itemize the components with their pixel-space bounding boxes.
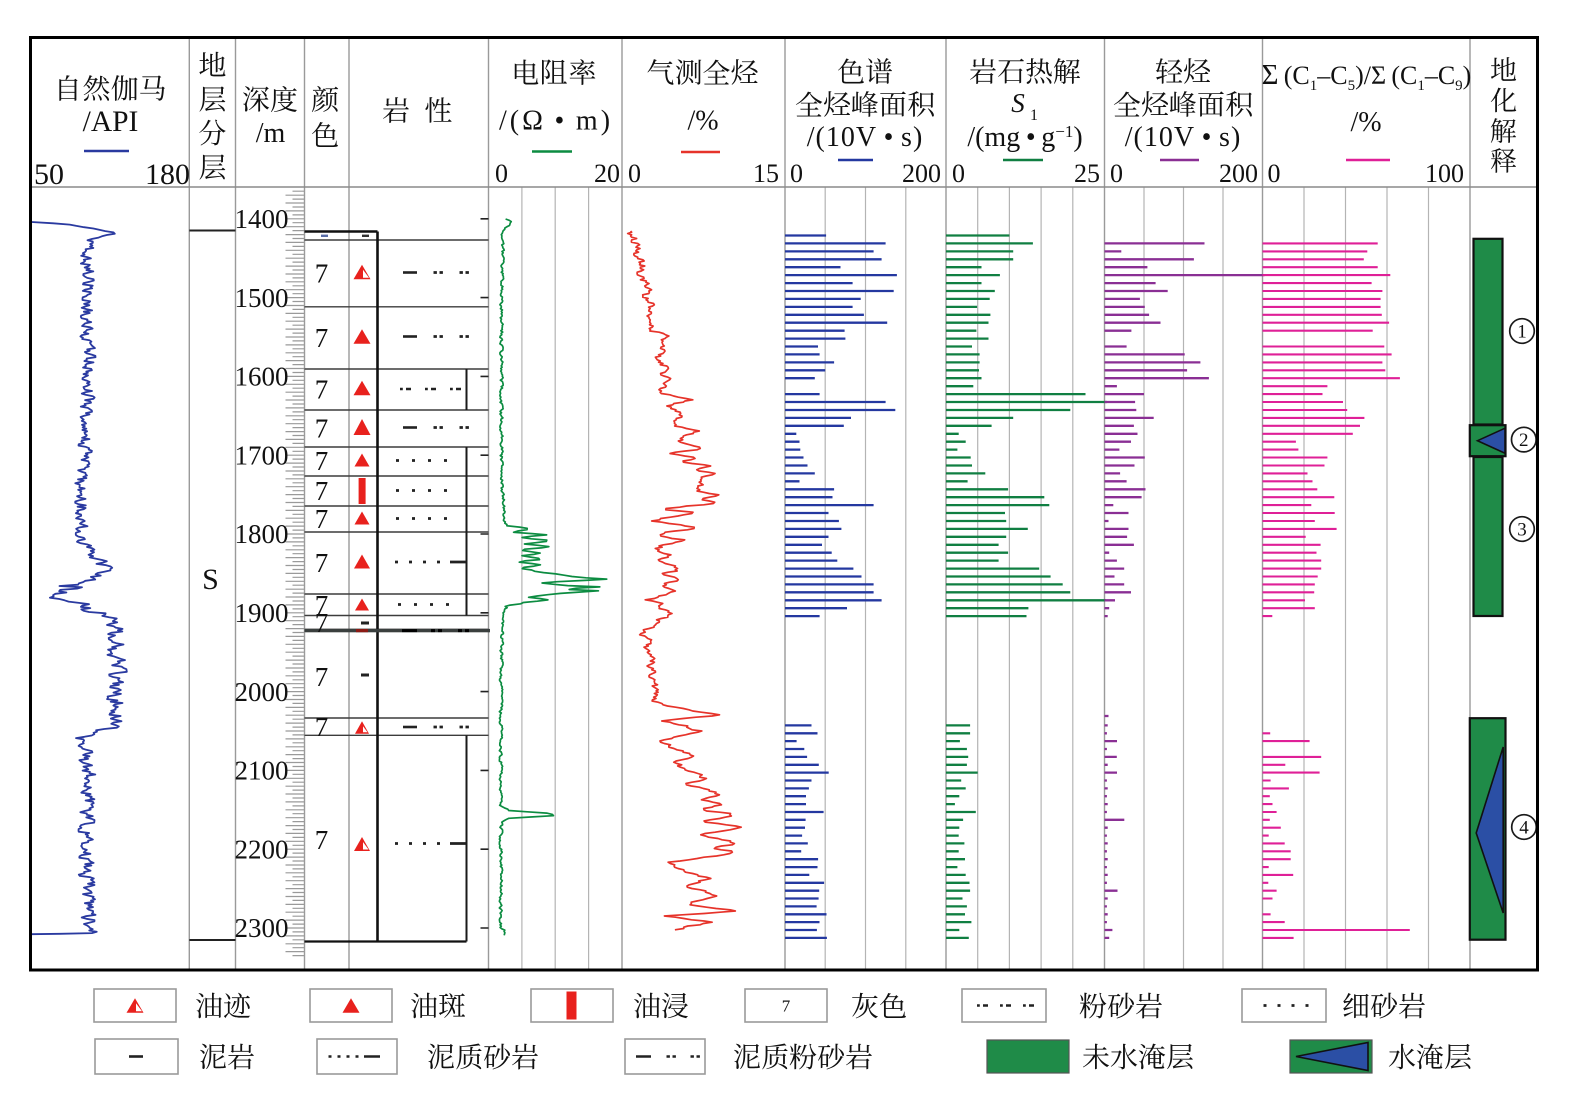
svg-text:7: 7 — [315, 504, 329, 534]
svg-text:7: 7 — [315, 446, 329, 476]
svg-text:15: 15 — [753, 159, 779, 188]
svg-text:180: 180 — [145, 158, 190, 191]
svg-text:1900: 1900 — [235, 598, 289, 628]
svg-text:7: 7 — [315, 548, 329, 578]
svg-text:7: 7 — [315, 323, 329, 353]
svg-text:7: 7 — [315, 414, 329, 444]
svg-text:1800: 1800 — [235, 519, 289, 549]
svg-text:3: 3 — [1517, 520, 1527, 541]
svg-text:S: S — [1011, 88, 1025, 118]
svg-text:7: 7 — [315, 590, 329, 620]
svg-text:7: 7 — [315, 608, 329, 638]
svg-text:1600: 1600 — [235, 362, 289, 392]
svg-text:1: 1 — [1517, 322, 1527, 343]
svg-text:0: 0 — [1110, 159, 1123, 188]
svg-text:7: 7 — [315, 375, 329, 405]
svg-text:0: 0 — [495, 159, 508, 188]
svg-text:200: 200 — [1219, 159, 1258, 188]
svg-text:Σ (C1–C5)/Σ (C1–C9): Σ (C1–C5)/Σ (C1–C9) — [1262, 59, 1472, 94]
svg-text:7: 7 — [315, 662, 329, 692]
svg-text:200: 200 — [902, 159, 941, 188]
svg-text:/m: /m — [256, 118, 286, 149]
svg-text:2100: 2100 — [235, 756, 289, 786]
svg-text:2: 2 — [1519, 430, 1529, 451]
svg-text:50: 50 — [34, 158, 64, 191]
svg-text:1400: 1400 — [235, 204, 289, 234]
svg-text:0: 0 — [952, 159, 965, 188]
svg-text:0: 0 — [628, 159, 641, 188]
svg-text:7: 7 — [315, 712, 329, 742]
svg-text:1500: 1500 — [235, 283, 289, 313]
svg-text:100: 100 — [1425, 159, 1464, 188]
svg-text:2000: 2000 — [235, 677, 289, 707]
svg-text:4: 4 — [1519, 818, 1529, 839]
svg-text:7: 7 — [782, 997, 791, 1016]
svg-text:20: 20 — [594, 159, 620, 188]
svg-text:/%: /% — [687, 106, 718, 137]
svg-text:S: S — [202, 563, 219, 596]
svg-text:1700: 1700 — [235, 440, 289, 470]
svg-text:/(Ω • m): /(Ω • m) — [499, 106, 613, 137]
svg-text:2200: 2200 — [235, 834, 289, 864]
svg-text:/(10V • s): /(10V • s) — [807, 122, 924, 153]
svg-text:1: 1 — [1030, 107, 1038, 124]
svg-text:2300: 2300 — [235, 913, 289, 943]
svg-text:0: 0 — [1268, 159, 1281, 188]
svg-text:25: 25 — [1074, 159, 1100, 188]
svg-text:7: 7 — [315, 259, 329, 289]
svg-text:7: 7 — [315, 476, 329, 506]
svg-text:/%: /% — [1350, 107, 1381, 138]
svg-text:/(10V • s): /(10V • s) — [1125, 122, 1242, 153]
svg-text:/API: /API — [83, 106, 139, 138]
svg-text:7: 7 — [315, 825, 329, 855]
svg-text:0: 0 — [790, 159, 803, 188]
